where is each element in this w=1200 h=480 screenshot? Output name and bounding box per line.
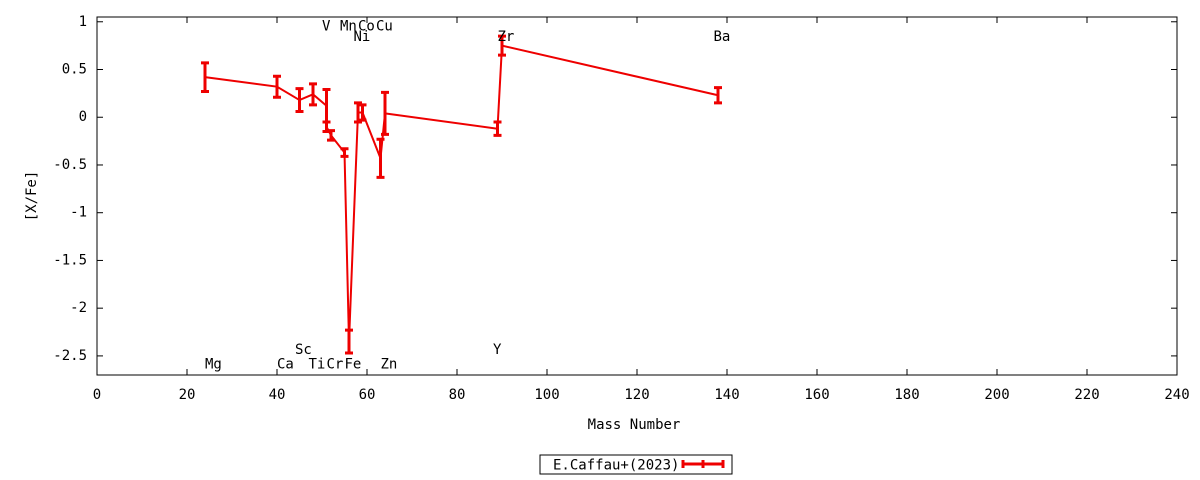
legend-label: E.Caffau+(2023) [553, 458, 679, 474]
error-bar [493, 120, 502, 137]
annotation: Ca [277, 356, 294, 372]
error-bar [354, 101, 362, 124]
x-tick-label: 40 [269, 387, 286, 403]
y-tick-label: 0.5 [62, 62, 87, 78]
x-tick-label: 100 [534, 387, 559, 403]
x-tick-label: 80 [449, 387, 466, 403]
error-bar [201, 61, 209, 93]
annotation: Co [358, 19, 375, 35]
x-tick-label: 120 [624, 387, 649, 403]
error-bar [345, 328, 353, 355]
x-tick-label: 220 [1074, 387, 1099, 403]
annotation: Ni [354, 29, 371, 45]
x-tick-label: 240 [1164, 387, 1189, 403]
x-tick-label: 0 [93, 387, 101, 403]
error-bar [376, 137, 385, 179]
y-tick-label: -0.5 [53, 157, 87, 173]
x-tick-label: 140 [714, 387, 739, 403]
annotation: Sc [295, 342, 312, 358]
annotation: Cr [327, 356, 344, 372]
y-tick-label: -1.5 [53, 252, 87, 268]
error-bar [340, 147, 349, 158]
error-bar [273, 74, 281, 99]
error-bar [322, 88, 331, 124]
annotation: Ti [309, 356, 326, 372]
error-bar [358, 103, 367, 122]
error-bar [295, 87, 304, 114]
error-bar [327, 129, 335, 142]
error-bar [498, 34, 506, 57]
series-line [204, 44, 719, 342]
plot-frame [96, 16, 1178, 376]
annotation: Ba [714, 29, 731, 45]
legend-swatch [681, 460, 725, 468]
annotation: Fe [345, 356, 362, 372]
x-tick-label: 180 [894, 387, 919, 403]
annotation: Mg [205, 356, 222, 372]
legend-box [539, 454, 733, 475]
y-tick-label: 1 [79, 14, 87, 30]
x-axis-label: Mass Number [588, 417, 681, 433]
annotation: Mn [340, 19, 357, 35]
error-bar [309, 82, 317, 107]
y-tick-label: -2.5 [53, 348, 87, 364]
annotation: V [322, 19, 331, 35]
y-tick-label: -1 [70, 205, 87, 221]
y-tick-label: -2 [70, 300, 87, 316]
error-bar [714, 86, 722, 105]
x-tick-label: 160 [804, 387, 829, 403]
x-tick-label: 20 [179, 387, 196, 403]
x-tick-label: 200 [984, 387, 1009, 403]
y-tick-label: 0 [79, 109, 87, 125]
annotation: Cu [376, 19, 393, 35]
annotation: Zn [381, 356, 398, 372]
x-tick-label: 60 [359, 387, 376, 403]
y-axis-label: [X/Fe] [24, 171, 40, 222]
annotation: Zr [498, 29, 515, 45]
annotation: Y [493, 342, 502, 358]
error-bar [381, 90, 389, 136]
